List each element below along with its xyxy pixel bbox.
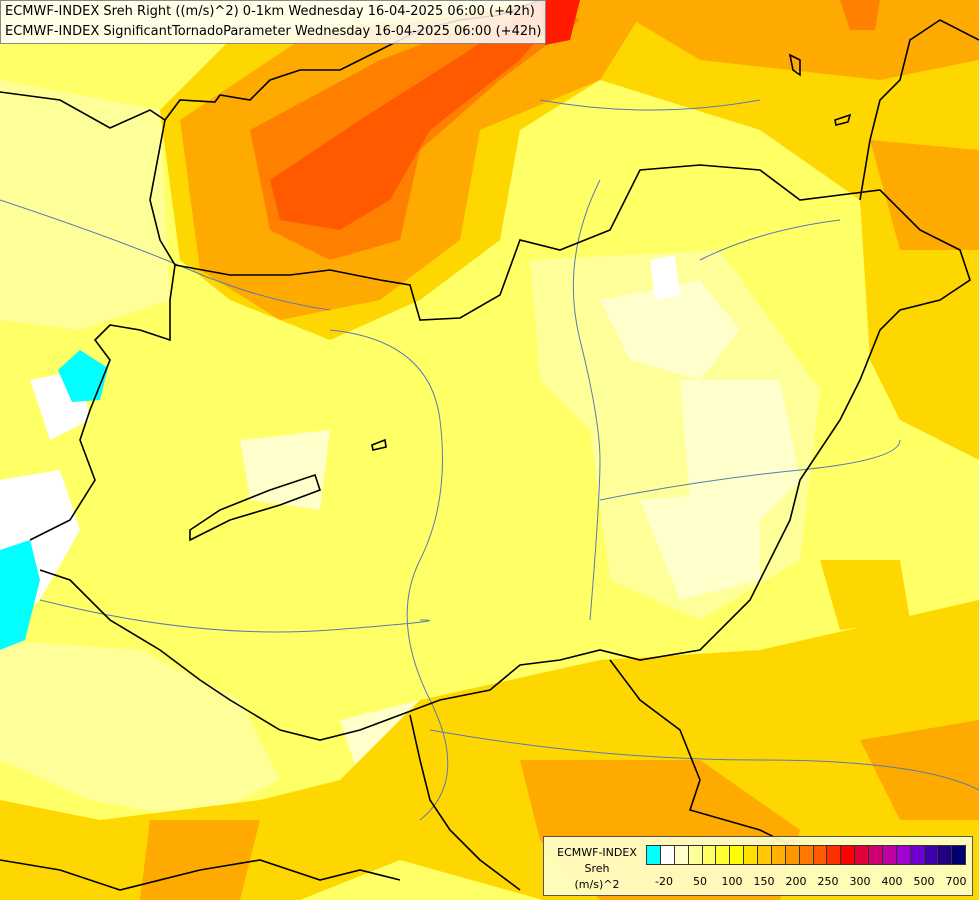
legend-swatch-12 (813, 845, 828, 865)
title-line-2: ECMWF-INDEX SignificantTornadoParameter … (5, 24, 542, 39)
field-light-yellow-west (0, 80, 170, 330)
border-s (409, 714, 521, 891)
legend-swatch-18 (896, 845, 911, 865)
legend-swatch-5 (716, 845, 731, 865)
field-light-yellow-sw (0, 640, 280, 820)
river-drava (39, 599, 430, 633)
field-dark-orange-ne (840, 0, 880, 30)
legend-swatch-0 (646, 845, 661, 865)
field-pale-1 (600, 280, 740, 380)
lake-ne (788, 53, 801, 77)
title-line-1: ECMWF-INDEX Sreh Right ((m/s)^2) 0-1km W… (5, 4, 535, 19)
legend-swatch-11 (799, 845, 814, 865)
legend-title-line-3: (m/s)^2 (574, 878, 620, 891)
legend-swatch-1 (660, 845, 675, 865)
legend-swatch-21 (938, 845, 953, 865)
legend-swatch-4 (702, 845, 717, 865)
legend-swatch-20 (924, 845, 939, 865)
legend-labels: -20 50 100 150 200 250 300 400 500 700 (646, 875, 966, 891)
field-red-orange-band (270, 0, 570, 230)
legend-label-4: 200 (785, 875, 807, 888)
legend-label-3: 150 (753, 875, 775, 888)
legend-label-5: 250 (817, 875, 839, 888)
legend-label-0: -20 (655, 875, 673, 888)
field-white-spot (650, 255, 680, 300)
border-sw (0, 859, 401, 891)
river-1 (0, 199, 331, 311)
field-pale-4 (240, 430, 330, 510)
border-hungary (39, 164, 971, 741)
legend-swatch-14 (841, 845, 856, 865)
field-orange-ne (870, 140, 979, 250)
lake-small (371, 438, 387, 451)
legend-swatch-17 (882, 845, 897, 865)
legend-label-9: 700 (945, 875, 967, 888)
lake-balaton (189, 473, 322, 542)
legend-title: ECMWF-INDEX Sreh (m/s)^2 (548, 845, 646, 893)
legend-swatch-9 (771, 845, 786, 865)
legend-swatch-8 (758, 845, 772, 865)
river-4 (539, 99, 761, 111)
title-box: ECMWF-INDEX Sreh Right ((m/s)^2) 0-1km W… (0, 0, 547, 44)
border-west (29, 119, 176, 541)
field-orange-sw (140, 820, 260, 900)
river-5 (699, 219, 841, 261)
legend-swatch-19 (910, 845, 925, 865)
legend-label-7: 400 (881, 875, 903, 888)
field-cyan-1 (58, 350, 108, 402)
field-red-core (540, 0, 580, 45)
legend-swatch-3 (688, 845, 703, 865)
border-se (609, 659, 801, 851)
river-danube (329, 329, 449, 821)
lake-ne-2 (834, 113, 852, 126)
river-3 (599, 439, 901, 501)
legend-swatch-10 (785, 845, 800, 865)
legend-swatch-6 (730, 845, 745, 865)
legend-swatches (646, 845, 967, 865)
field-cyan-2 (0, 540, 40, 650)
legend-swatch-2 (674, 845, 689, 865)
legend-swatch-7 (744, 845, 758, 865)
legend-label-8: 500 (913, 875, 935, 888)
legend-title-line-1: ECMWF-INDEX (557, 846, 637, 859)
field-gold-east-2 (820, 560, 910, 630)
legend-title-line-2: Sreh (584, 862, 610, 875)
river-sava (429, 729, 979, 791)
legend-swatch-22 (952, 845, 967, 865)
field-pale-2 (680, 380, 800, 520)
border-ne (859, 19, 979, 201)
legend-swatch-13 (827, 845, 842, 865)
field-orange-top (600, 0, 979, 80)
field-orange-se (860, 720, 979, 820)
legend-label-2: 100 (721, 875, 743, 888)
legend-label-1: 50 (693, 875, 707, 888)
legend-swatch-16 (869, 845, 883, 865)
river-tisza (572, 179, 601, 621)
field-pale-3 (640, 490, 760, 600)
legend-swatch-15 (855, 845, 869, 865)
color-legend: ECMWF-INDEX Sreh (m/s)^2 -20 50 100 150 200 2… (543, 836, 973, 896)
legend-label-6: 300 (849, 875, 871, 888)
rivers (0, 99, 979, 821)
